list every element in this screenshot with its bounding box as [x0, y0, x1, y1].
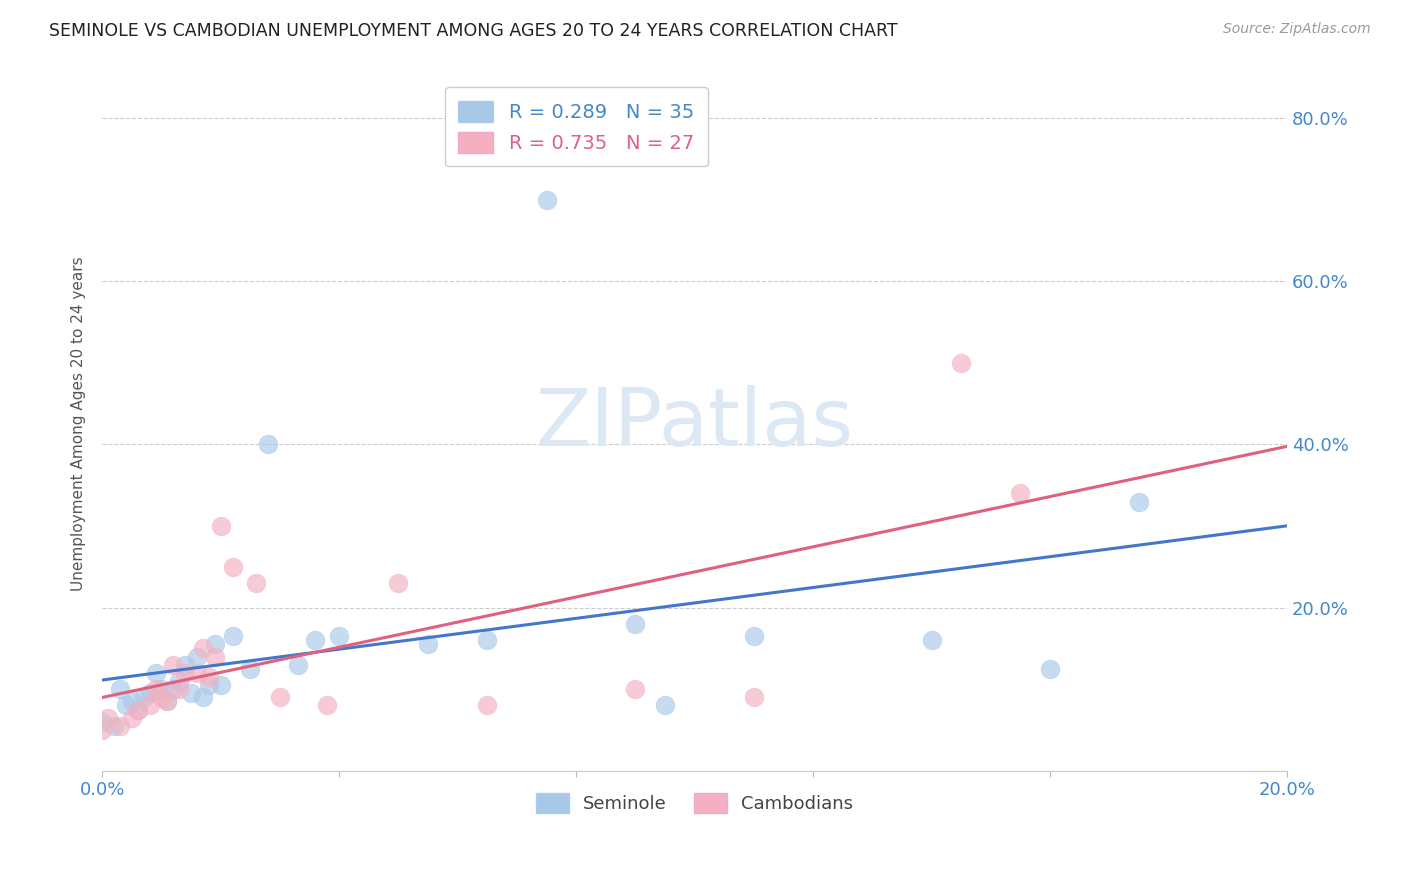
Point	[245, 576, 267, 591]
Point	[221, 629, 243, 643]
Point	[742, 629, 765, 643]
Point	[138, 698, 160, 713]
Point	[97, 711, 120, 725]
Point	[921, 633, 943, 648]
Point	[150, 690, 173, 705]
Point	[108, 719, 131, 733]
Text: ZIPatlas: ZIPatlas	[536, 385, 853, 463]
Point	[1010, 486, 1032, 500]
Point	[209, 678, 232, 692]
Point	[209, 519, 232, 533]
Point	[477, 633, 499, 648]
Point	[387, 576, 409, 591]
Point	[121, 711, 143, 725]
Point	[1039, 662, 1062, 676]
Point	[536, 193, 558, 207]
Point	[287, 657, 309, 672]
Text: SEMINOLE VS CAMBODIAN UNEMPLOYMENT AMONG AGES 20 TO 24 YEARS CORRELATION CHART: SEMINOLE VS CAMBODIAN UNEMPLOYMENT AMONG…	[49, 22, 898, 40]
Point	[1128, 494, 1150, 508]
Point	[198, 670, 221, 684]
Point	[91, 723, 114, 737]
Point	[156, 694, 179, 708]
Point	[204, 637, 226, 651]
Point	[127, 702, 149, 716]
Point	[145, 682, 167, 697]
Point	[127, 702, 149, 716]
Y-axis label: Unemployment Among Ages 20 to 24 years: Unemployment Among Ages 20 to 24 years	[72, 257, 86, 591]
Point	[162, 657, 184, 672]
Point	[221, 559, 243, 574]
Point	[121, 694, 143, 708]
Point	[138, 686, 160, 700]
Point	[145, 665, 167, 680]
Point	[950, 356, 973, 370]
Point	[304, 633, 326, 648]
Point	[91, 714, 114, 729]
Point	[108, 682, 131, 697]
Point	[132, 690, 155, 705]
Point	[150, 682, 173, 697]
Point	[174, 665, 197, 680]
Point	[167, 682, 190, 697]
Point	[477, 698, 499, 713]
Point	[162, 682, 184, 697]
Point	[204, 649, 226, 664]
Point	[167, 673, 190, 688]
Point	[239, 662, 262, 676]
Point	[103, 719, 125, 733]
Point	[742, 690, 765, 705]
Point	[191, 641, 214, 656]
Point	[180, 686, 202, 700]
Point	[186, 665, 208, 680]
Point	[328, 629, 350, 643]
Point	[624, 682, 647, 697]
Point	[269, 690, 291, 705]
Point	[624, 616, 647, 631]
Point	[156, 694, 179, 708]
Point	[191, 690, 214, 705]
Point	[316, 698, 339, 713]
Point	[115, 698, 138, 713]
Point	[174, 657, 197, 672]
Point	[186, 649, 208, 664]
Text: Source: ZipAtlas.com: Source: ZipAtlas.com	[1223, 22, 1371, 37]
Point	[416, 637, 439, 651]
Point	[654, 698, 676, 713]
Legend: Seminole, Cambodians: Seminole, Cambodians	[526, 782, 863, 824]
Point	[257, 437, 280, 451]
Point	[198, 678, 221, 692]
